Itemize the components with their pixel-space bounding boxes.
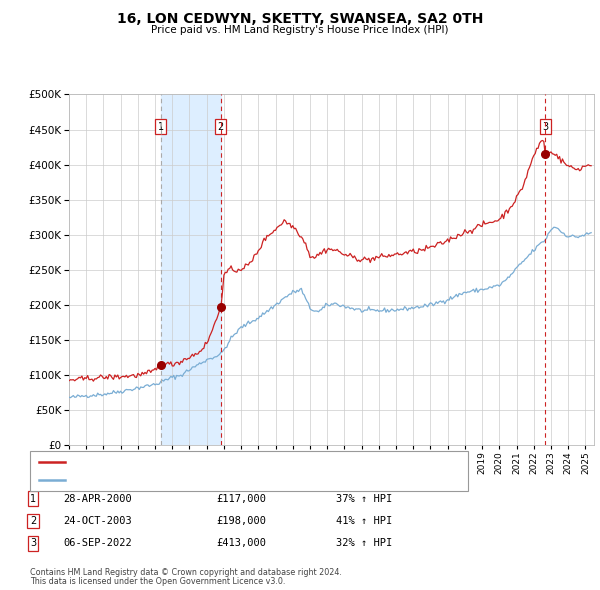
Text: 16, LON CEDWYN, SKETTY, SWANSEA, SA2 0TH (detached house): 16, LON CEDWYN, SKETTY, SWANSEA, SA2 0TH…	[70, 457, 388, 467]
Text: HPI: Average price, detached house, Swansea: HPI: Average price, detached house, Swan…	[70, 475, 294, 485]
Text: 3: 3	[30, 539, 36, 548]
Bar	[161, 94, 221, 445]
Text: £413,000: £413,000	[216, 539, 266, 548]
Text: 1: 1	[158, 122, 164, 132]
Text: Price paid vs. HM Land Registry's House Price Index (HPI): Price paid vs. HM Land Registry's House …	[151, 25, 449, 35]
Text: 41% ↑ HPI: 41% ↑ HPI	[336, 516, 392, 526]
Text: 28-APR-2000: 28-APR-2000	[63, 494, 132, 503]
Text: 2: 2	[218, 122, 224, 132]
Text: £117,000: £117,000	[216, 494, 266, 503]
Text: Contains HM Land Registry data © Crown copyright and database right 2024.: Contains HM Land Registry data © Crown c…	[30, 568, 342, 577]
Text: This data is licensed under the Open Government Licence v3.0.: This data is licensed under the Open Gov…	[30, 578, 286, 586]
Text: 32% ↑ HPI: 32% ↑ HPI	[336, 539, 392, 548]
Text: 37% ↑ HPI: 37% ↑ HPI	[336, 494, 392, 503]
Text: 2: 2	[30, 516, 36, 526]
Text: 06-SEP-2022: 06-SEP-2022	[63, 539, 132, 548]
Text: 1: 1	[30, 494, 36, 503]
Text: 3: 3	[542, 122, 548, 132]
Text: £198,000: £198,000	[216, 516, 266, 526]
Text: 24-OCT-2003: 24-OCT-2003	[63, 516, 132, 526]
Text: 16, LON CEDWYN, SKETTY, SWANSEA, SA2 0TH: 16, LON CEDWYN, SKETTY, SWANSEA, SA2 0TH	[117, 12, 483, 26]
